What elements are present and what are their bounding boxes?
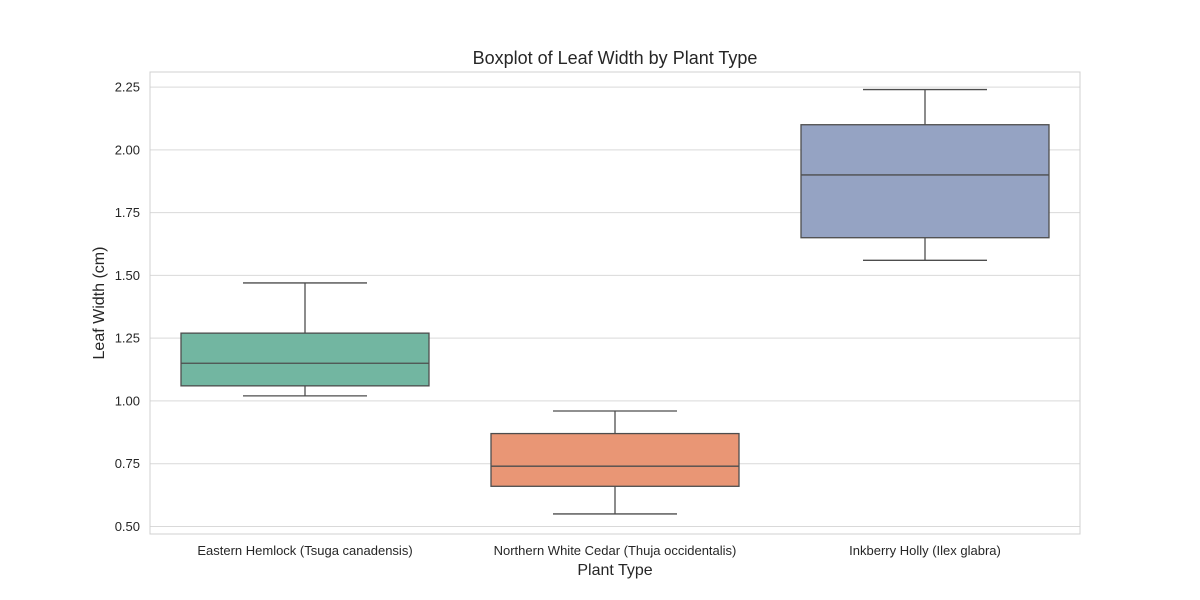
box-iqr: [180, 332, 430, 387]
x-tick-label: Inkberry Holly (Ilex glabra): [849, 543, 1001, 558]
y-tick-label: 1.50: [115, 268, 140, 283]
y-tick-label: 0.50: [115, 519, 140, 534]
box-iqr: [490, 432, 740, 487]
y-tick-label: 1.00: [115, 393, 140, 408]
y-tick-label: 1.25: [115, 331, 140, 346]
x-axis-label: Plant Type: [577, 562, 652, 579]
y-tick-label: 0.75: [115, 456, 140, 471]
plot-frame: [149, 71, 1081, 535]
chart-title: Boxplot of Leaf Width by Plant Type: [473, 48, 758, 68]
y-axis-label: Leaf Width (cm): [91, 247, 108, 360]
box-group: [180, 282, 430, 397]
x-axis-ticks: Eastern Hemlock (Tsuga canadensis) Northe…: [197, 543, 1001, 558]
y-tick-label: 2.25: [115, 80, 140, 95]
box-layer: [180, 88, 1050, 515]
y-tick-label: 2.00: [115, 142, 140, 157]
x-tick-label: Eastern Hemlock (Tsuga canadensis): [197, 543, 412, 558]
y-tick-label: 1.75: [115, 205, 140, 220]
x-tick-label: Northern White Cedar (Thuja occidentalis…: [494, 543, 737, 558]
box-group: [800, 88, 1050, 261]
box-group: [490, 410, 740, 515]
box-iqr: [800, 124, 1050, 239]
y-axis-ticks: 0.50 0.75 1.00 1.25 1.50 1.75 2.00 2.25: [115, 80, 140, 534]
